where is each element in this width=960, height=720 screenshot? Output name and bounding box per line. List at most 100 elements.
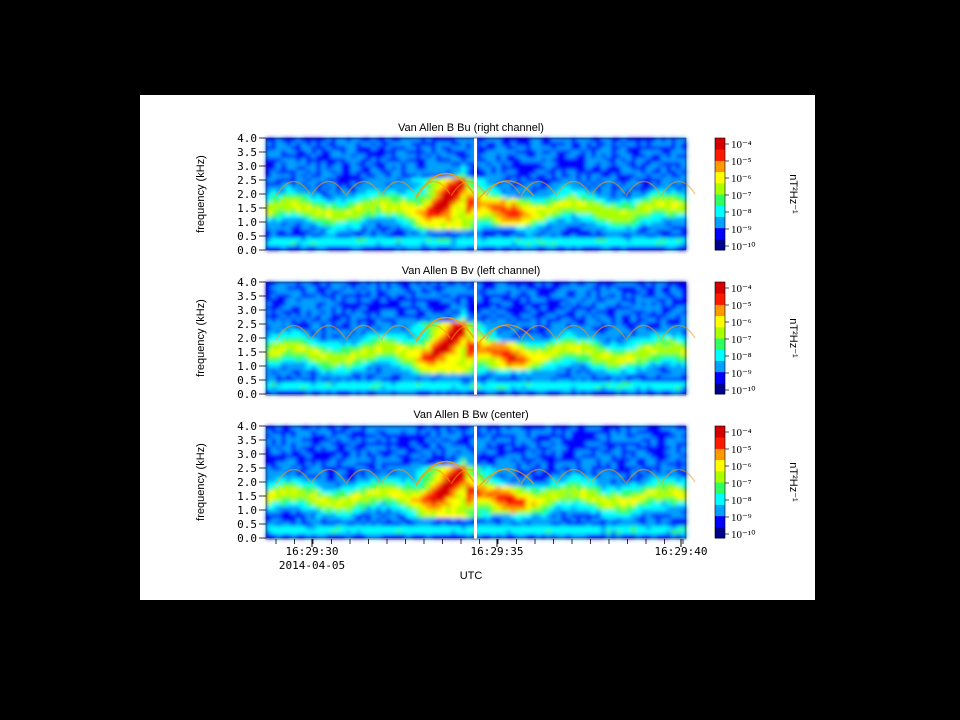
heatmap-cell: [681, 174, 687, 179]
heatmap-cell: [621, 222, 627, 227]
heatmap-cell: [421, 242, 427, 247]
heatmap-cell: [541, 202, 547, 207]
heatmap-cell: [431, 222, 437, 227]
heatmap-cell: [281, 310, 287, 315]
heatmap-cell: [656, 294, 662, 299]
heatmap-cell: [576, 246, 582, 251]
heatmap-cell: [361, 150, 367, 155]
heatmap-cell: [426, 346, 432, 351]
heatmap-cell: [621, 234, 627, 239]
heatmap-cell: [466, 154, 472, 159]
heatmap-cell: [666, 378, 672, 383]
heatmap-cell: [316, 378, 322, 383]
heatmap-cell: [506, 158, 512, 163]
heatmap-cell: [571, 346, 577, 351]
heatmap-cell: [576, 186, 582, 191]
heatmap-cell: [621, 170, 627, 175]
heatmap-cell: [286, 358, 292, 363]
heatmap-cell: [481, 194, 487, 199]
heatmap-cell: [471, 206, 477, 211]
heatmap-cell: [481, 390, 487, 395]
heatmap-cell: [491, 210, 497, 215]
heatmap-cell: [576, 330, 582, 335]
heatmap-cell: [276, 154, 282, 159]
heatmap-cell: [556, 302, 562, 307]
heatmap-cell: [286, 282, 292, 287]
heatmap-cell: [406, 330, 412, 335]
heatmap-cell: [476, 222, 482, 227]
heatmap-cell: [521, 154, 527, 159]
heatmap-cell: [266, 238, 272, 243]
heatmap-cell: [371, 186, 377, 191]
heatmap-cell: [321, 246, 327, 251]
heatmap-cell: [596, 294, 602, 299]
heatmap-cell: [451, 238, 457, 243]
heatmap-cell: [576, 358, 582, 363]
heatmap-cell: [286, 474, 292, 479]
heatmap-cell: [591, 354, 597, 359]
heatmap-cell: [551, 306, 557, 311]
heatmap-cell: [311, 346, 317, 351]
heatmap-cell: [586, 390, 592, 395]
heatmap-cell: [551, 146, 557, 151]
heatmap-cell: [466, 326, 472, 331]
heatmap-cell: [266, 326, 272, 331]
heatmap-cell: [466, 138, 472, 143]
heatmap-cell: [666, 390, 672, 395]
heatmap-cell: [551, 214, 557, 219]
heatmap-cell: [506, 138, 512, 143]
heatmap-cell: [676, 242, 682, 247]
heatmap-cell: [351, 322, 357, 327]
heatmap-cell: [371, 390, 377, 395]
heatmap-cell: [581, 338, 587, 343]
heatmap-cell: [296, 362, 302, 367]
heatmap-cell: [331, 390, 337, 395]
heatmap-cell: [281, 198, 287, 203]
heatmap-cell: [606, 338, 612, 343]
heatmap-cell: [536, 178, 542, 183]
heatmap-cell: [296, 206, 302, 211]
heatmap-cell: [506, 206, 512, 211]
heatmap-cell: [271, 370, 277, 375]
heatmap-cell: [576, 298, 582, 303]
heatmap-cell: [516, 158, 522, 163]
heatmap-cell: [601, 306, 607, 311]
heatmap-cell: [276, 290, 282, 295]
heatmap-cell: [651, 286, 657, 291]
heatmap-cell: [276, 426, 282, 431]
heatmap-cell: [551, 382, 557, 387]
heatmap-cell: [326, 194, 332, 199]
heatmap-cell: [396, 310, 402, 315]
heatmap-cell: [501, 202, 507, 207]
heatmap-cell: [611, 202, 617, 207]
heatmap-cell: [531, 386, 537, 391]
heatmap-cell: [681, 158, 687, 163]
heatmap-cell: [631, 142, 637, 147]
heatmap-cell: [606, 150, 612, 155]
heatmap-cell: [281, 154, 287, 159]
heatmap-cell: [281, 490, 287, 495]
heatmap-cell: [346, 162, 352, 167]
heatmap-cell: [331, 150, 337, 155]
heatmap-cell: [296, 326, 302, 331]
heatmap-cell: [281, 522, 287, 527]
heatmap-cell: [581, 326, 587, 331]
heatmap-cell: [596, 214, 602, 219]
heatmap-cell: [561, 162, 567, 167]
heatmap-cell: [346, 158, 352, 163]
heatmap-cell: [361, 390, 367, 395]
heatmap-cell: [631, 178, 637, 183]
heatmap-cell: [436, 150, 442, 155]
heatmap-cell: [401, 370, 407, 375]
heatmap-cell: [276, 346, 282, 351]
heatmap-cell: [421, 378, 427, 383]
heatmap-cell: [271, 298, 277, 303]
heatmap-cell: [526, 214, 532, 219]
heatmap-cell: [421, 370, 427, 375]
heatmap-cell: [331, 210, 337, 215]
heatmap-cell: [421, 206, 427, 211]
heatmap-cell: [316, 314, 322, 319]
heatmap-cell: [411, 214, 417, 219]
heatmap-cell: [406, 158, 412, 163]
heatmap-cell: [646, 222, 652, 227]
